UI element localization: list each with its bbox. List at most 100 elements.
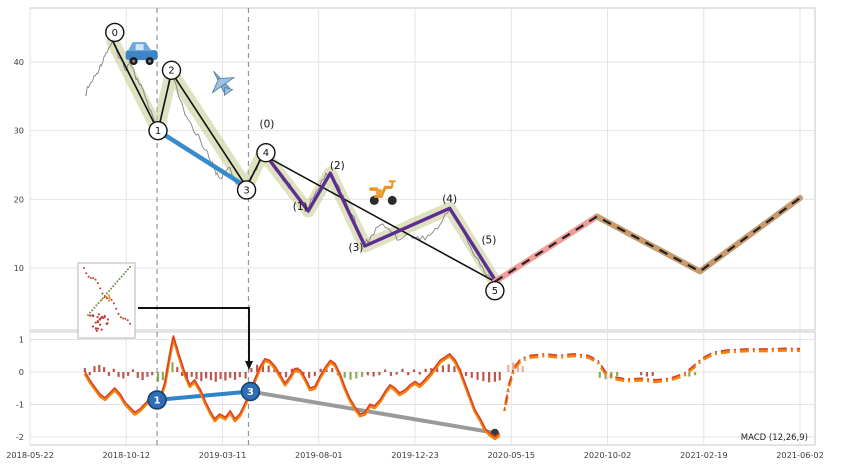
macd-histogram-bar [250, 368, 253, 372]
major-wave-label: 5 [492, 286, 498, 297]
inset-fractal-thumbnail [77, 262, 136, 339]
x-tick-label: 2019-12-23 [391, 450, 439, 460]
macd-histogram-bar [512, 362, 515, 372]
macd-marker-label: 3 [247, 387, 254, 398]
macd-histogram-bar [98, 364, 101, 372]
x-tick-label: 2020-05-15 [487, 450, 535, 460]
macd-histogram-bar [205, 372, 208, 379]
major-wave-marker: 0 [105, 22, 125, 43]
macd-histogram-bar [355, 372, 358, 379]
macd-histogram-bar [156, 372, 160, 382]
macd-histogram-bar [112, 368, 115, 372]
macd-histogram-bar [640, 372, 643, 376]
macd-histogram-bar [470, 372, 473, 378]
minor-wave-label: (2) [330, 160, 345, 172]
minor-wave-purple-line [261, 150, 497, 281]
major-wave-label: 3 [243, 185, 249, 196]
minor-wave-labels: (0) (1) (2) (3) (4) (5) [259, 118, 496, 254]
axis-labels: 2018-05-22 2018-10-12 2019-03-11 2019-08-01… [6, 57, 824, 460]
inset-connector [138, 307, 253, 370]
macd-histogram-bar [88, 372, 91, 376]
inset-frame [77, 262, 136, 339]
macd-histogram-bar [261, 362, 265, 372]
macd-histogram-bar [401, 368, 404, 372]
macd-histogram-bar [604, 372, 607, 380]
macd-histogram-bar [308, 372, 311, 378]
macd-forecast-line [503, 348, 801, 412]
minor-wave-label: (3) [349, 242, 364, 254]
macd-wave-marker: 1 [147, 390, 167, 410]
macd-histogram-bar [389, 372, 393, 376]
macd-forecast-signal-line [503, 347, 801, 410]
macd-histogram-bar [313, 372, 316, 376]
price-y-tick-label: 30 [14, 126, 24, 136]
macd-histogram-bar [214, 372, 217, 382]
macd-histogram-bar [476, 372, 479, 380]
macd-histogram-bar [146, 372, 149, 377]
price-y-tick-label: 10 [14, 263, 24, 273]
macd-histogram-bar [651, 372, 654, 376]
macd-histogram-bar [190, 372, 193, 377]
x-tick-label: 2019-03-11 [199, 450, 247, 460]
macd-histogram-bar [360, 372, 364, 377]
x-tick-label: 2020-10-02 [584, 450, 632, 460]
macd-histogram-bar [343, 372, 346, 378]
macd-histogram-bar [136, 372, 139, 378]
macd-histogram-bar [395, 372, 398, 375]
scooter-icon [369, 180, 397, 205]
macd-histogram-bar [171, 362, 174, 372]
macd-y-tick-label: 1 [19, 335, 24, 345]
macd-histogram-bar [83, 368, 86, 372]
macd-gray-projection-line [248, 389, 497, 435]
macd-y-tick-label: -2 [16, 432, 24, 442]
minor-wave-label: (4) [442, 193, 457, 205]
macd-histogram-bar [453, 366, 456, 372]
macd-panel-content: 13 [83, 335, 801, 441]
macd-histogram-bar [176, 367, 179, 372]
macd-histogram-bar [256, 364, 259, 372]
major-wave-label: 2 [168, 66, 174, 77]
price-y-tick-label: 20 [14, 194, 24, 204]
macd-histogram-bar [122, 372, 125, 379]
macd-histogram-bar [447, 364, 450, 372]
car-icon [125, 42, 158, 66]
macd-histogram-bar [151, 372, 154, 376]
macd-histogram-bar [488, 372, 491, 383]
macd-histogram-bar [693, 372, 697, 376]
macd-histogram-bar [229, 372, 232, 378]
x-tick-label: 2021-02-19 [680, 450, 728, 460]
macd-histogram-bar [267, 365, 270, 372]
macd-histogram-bar [290, 368, 293, 372]
macd-histogram-bar [521, 366, 524, 372]
major-wave-labels: 0 1 2 3 4 5 [105, 22, 505, 301]
macd-histogram-bar [482, 372, 485, 382]
macd-y-tick-label: -1 [16, 400, 24, 410]
minor-wave-label: (1) [293, 201, 308, 213]
macd-histogram-bar [507, 364, 510, 372]
major-wave-label: 1 [155, 126, 161, 137]
macd-histogram-bar [224, 372, 227, 381]
macd-histogram-bar [107, 372, 111, 376]
macd-histogram-bar [407, 372, 410, 376]
price-panel-content [84, 34, 803, 289]
impulse-wave-line [112, 41, 496, 283]
airplane-icon [211, 70, 236, 97]
macd-histogram-bar [331, 368, 334, 372]
minor-wave-label: (5) [481, 235, 496, 247]
macd-histogram-bar [688, 372, 691, 377]
macd-histogram-bar [200, 372, 203, 382]
macd-histogram-bar [384, 369, 387, 372]
macd-histogram-bar [185, 372, 188, 379]
macd-histogram-bar [516, 362, 520, 372]
macd-histogram-bar [93, 366, 96, 372]
macd-indicator-label: MACD (12,26,9) [741, 433, 808, 443]
macd-histogram-bar [319, 368, 322, 372]
macd-histogram-bar [418, 372, 421, 375]
macd-histogram-bar [244, 372, 247, 379]
x-tick-label: 2019-08-01 [295, 450, 343, 460]
macd-histogram-bar [412, 369, 416, 372]
macd-histogram-bar [131, 369, 135, 372]
macd-histogram-bar [436, 366, 439, 372]
major-wave-marker: 5 [485, 281, 505, 301]
